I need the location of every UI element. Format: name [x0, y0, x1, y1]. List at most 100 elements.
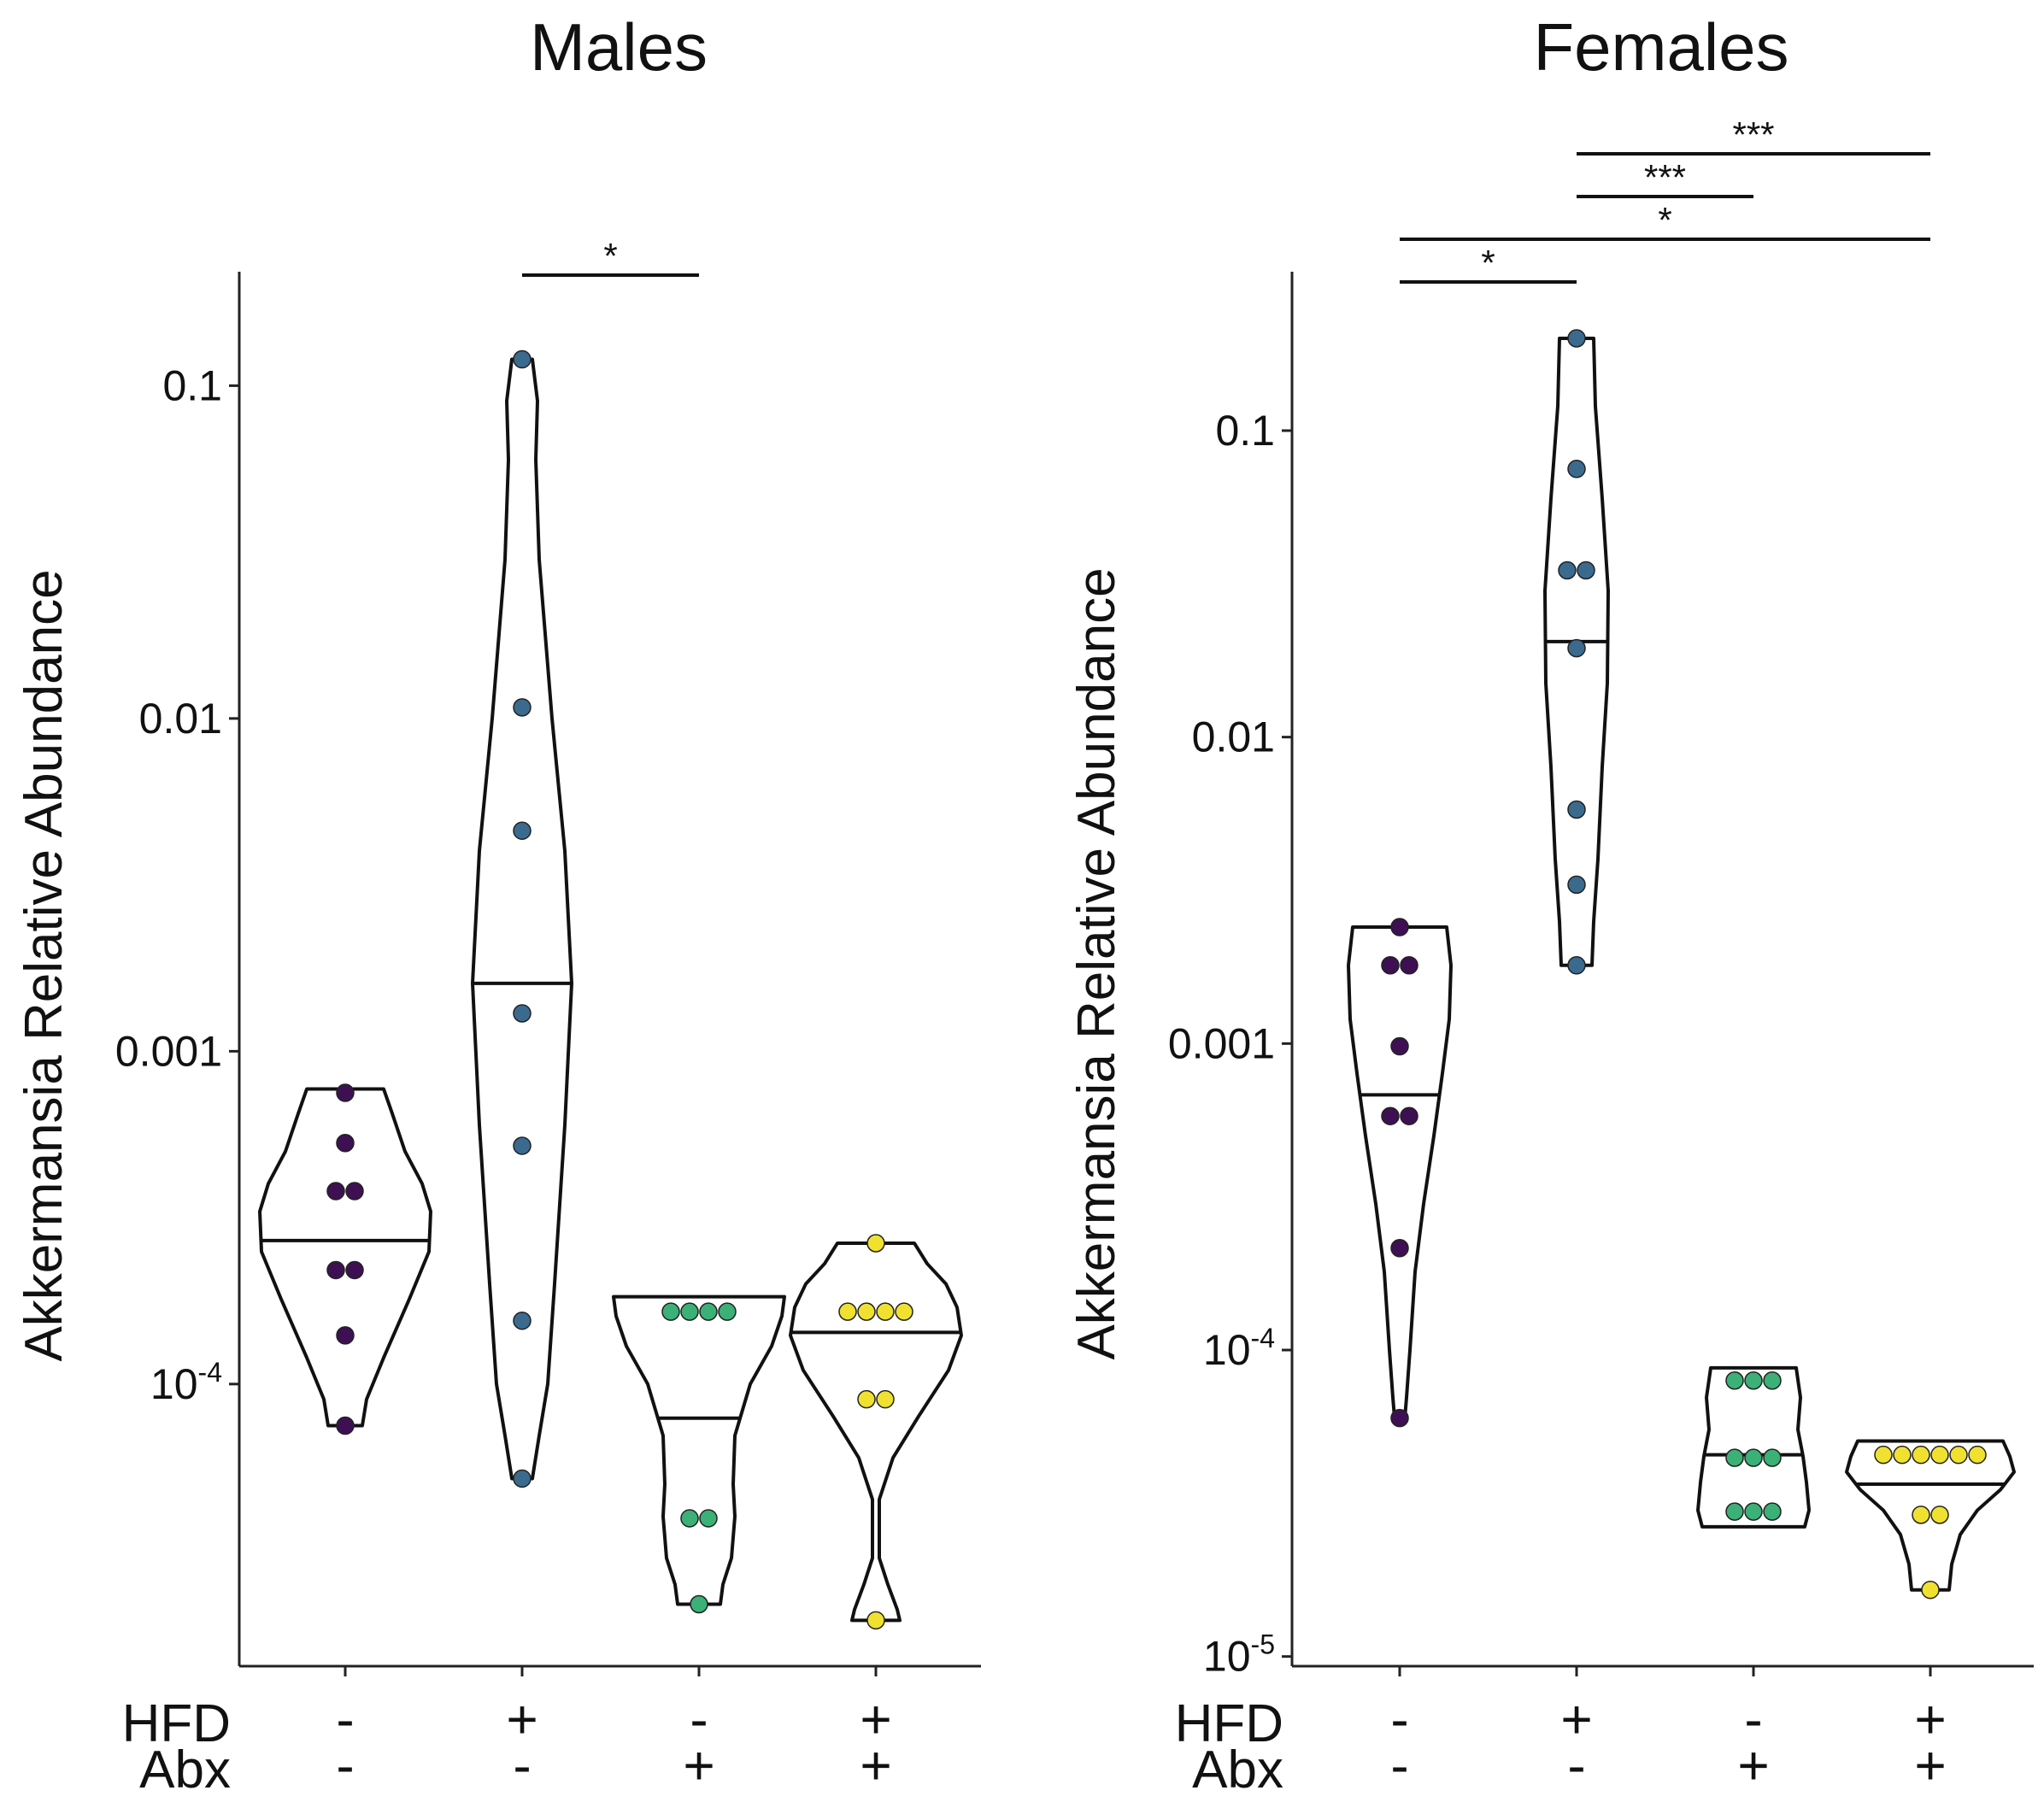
significance-label: *** [1732, 114, 1774, 155]
hfd-symbol: - [1390, 1688, 1408, 1750]
data-point [1400, 956, 1418, 975]
panel-title: Females [1533, 9, 1788, 85]
data-point [1725, 1448, 1744, 1467]
violin-outline [258, 1087, 432, 1428]
hfd-symbol: + [1560, 1688, 1592, 1750]
data-point [1893, 1445, 1912, 1465]
data-point [513, 1136, 532, 1155]
data-point [326, 1260, 345, 1280]
data-point [1912, 1506, 1930, 1524]
data-point [1874, 1445, 1893, 1465]
data-point [1912, 1445, 1930, 1465]
violin-group: -- [258, 1083, 432, 1796]
y-tick-label: 10-4 [150, 1357, 222, 1408]
data-point [876, 1302, 895, 1321]
data-point [1744, 1371, 1763, 1390]
violin-group: ++ [789, 1234, 963, 1796]
data-point [838, 1302, 857, 1321]
data-point [866, 1611, 885, 1630]
abx-symbol: - [336, 1735, 354, 1796]
significance-label: * [1658, 200, 1671, 240]
data-point [513, 821, 532, 840]
tick-exponent: -4 [198, 1357, 222, 1388]
row-label-hfd: HFD [122, 1694, 231, 1753]
violin-outline [1347, 925, 1453, 1420]
data-point [690, 1594, 708, 1614]
data-point [1763, 1502, 1782, 1521]
y-axis-label: Akkermansia Relative Abundance [1067, 567, 1126, 1359]
y-tick-label: 0.1 [1215, 407, 1275, 455]
data-point [513, 698, 532, 717]
violin-outline [471, 357, 573, 1481]
row-label-abx: Abx [1192, 1740, 1283, 1799]
females-panel: Females Akkermansia Relative Abundance 0.1… [1067, 9, 2034, 1799]
data-point [1567, 875, 1586, 895]
data-point [699, 1302, 718, 1321]
data-point [336, 1326, 355, 1345]
abx-symbol: - [1567, 1735, 1585, 1796]
data-point [661, 1302, 680, 1321]
significance-label: * [603, 236, 617, 276]
data-point [1567, 638, 1586, 658]
y-tick-label: 0.001 [115, 1027, 222, 1075]
data-point [1381, 1107, 1400, 1125]
data-point [895, 1302, 913, 1321]
tick-base: 10 [1203, 1633, 1251, 1681]
violin-group: +- [471, 349, 573, 1796]
abx-symbol: - [1390, 1735, 1408, 1796]
males-panel: Males Akkermansia Relative Abundance 0.1 0.… [15, 9, 981, 1799]
data-point [336, 1083, 355, 1102]
data-point [1930, 1506, 1949, 1524]
data-point [513, 1004, 532, 1023]
abx-symbol: + [683, 1735, 714, 1796]
y-tick-label: 0.001 [1168, 1019, 1275, 1067]
data-point [513, 349, 532, 369]
y-tick-label: 10-4 [1203, 1323, 1275, 1374]
data-point [1763, 1371, 1782, 1390]
hfd-symbol: + [1914, 1688, 1946, 1750]
data-point [1577, 561, 1595, 580]
data-point [718, 1302, 737, 1321]
violin-outline [789, 1241, 963, 1623]
violin-group: -- [1347, 918, 1453, 1796]
y-tick-label: 0.01 [139, 695, 222, 743]
violin-outline [1696, 1365, 1811, 1529]
y-tick-label: 0.01 [1192, 713, 1275, 761]
data-point [1558, 561, 1577, 580]
row-label-abx: Abx [139, 1740, 231, 1799]
tick-exponent: -5 [1251, 1629, 1275, 1660]
violin-outline [1543, 337, 1610, 967]
abx-symbol: + [1914, 1735, 1946, 1796]
data-point [1725, 1502, 1744, 1521]
data-point [336, 1416, 355, 1435]
data-point [326, 1182, 345, 1200]
tick-base: 10 [150, 1360, 198, 1408]
violin-group: ++ [1845, 1439, 2016, 1796]
data-point [680, 1302, 699, 1321]
violin-group: -+ [1696, 1365, 1811, 1796]
violin-outline [612, 1294, 786, 1606]
data-point [1725, 1371, 1744, 1390]
data-point [680, 1509, 699, 1528]
data-point [1390, 918, 1409, 936]
data-point [1567, 460, 1586, 478]
data-point [1567, 800, 1586, 819]
data-point [1390, 1036, 1409, 1056]
significance-label: *** [1644, 157, 1686, 197]
abx-symbol: - [513, 1735, 531, 1796]
data-point [1390, 1408, 1409, 1428]
data-point [1930, 1445, 1949, 1465]
data-point [866, 1234, 885, 1253]
violin-group: +- [1543, 329, 1610, 1796]
data-point [1763, 1448, 1782, 1467]
data-point [1400, 1107, 1418, 1125]
data-point [1744, 1448, 1763, 1467]
data-point [1381, 956, 1400, 975]
y-axis-label: Akkermansia Relative Abundance [15, 569, 73, 1361]
violin-group: -+ [612, 1294, 786, 1796]
panel-title: Males [530, 9, 708, 85]
data-point [1968, 1445, 1987, 1465]
violin-outline [1845, 1439, 2016, 1592]
data-point [1921, 1580, 1940, 1600]
